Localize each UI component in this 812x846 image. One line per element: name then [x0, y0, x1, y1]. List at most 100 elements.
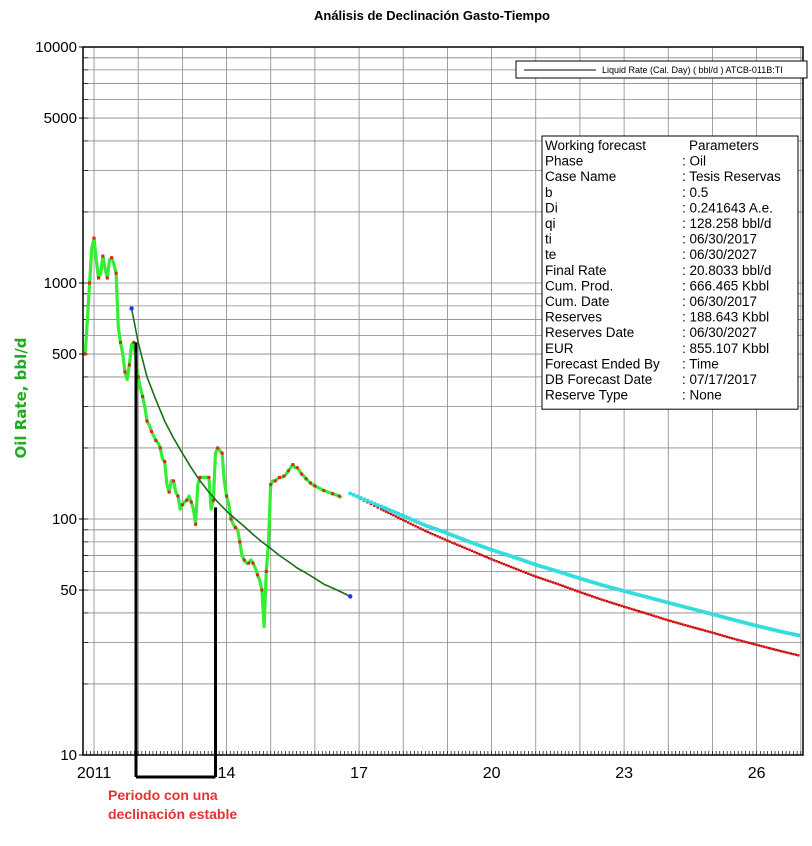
forecast-cyan-point — [570, 574, 575, 578]
liquid-rate-point — [211, 498, 215, 502]
liquid-rate-point — [255, 573, 259, 577]
forecast-red-point — [593, 595, 596, 599]
liquid-rate-point — [220, 451, 224, 455]
forecast-red-point — [642, 611, 645, 614]
liquid-rate-point — [123, 370, 127, 374]
forecast-cyan-point — [698, 609, 702, 613]
forecast-red-point — [436, 535, 439, 538]
liquid-rate-point — [154, 439, 158, 443]
forecast-cyan-point — [668, 601, 673, 606]
forecast-red-point — [581, 591, 584, 595]
forecast-red-point — [379, 508, 383, 511]
parameter-value: : Time — [682, 356, 719, 371]
liquid-rate-point — [172, 479, 176, 483]
forecast-cyan-point — [762, 625, 766, 630]
forecast-cyan-point — [497, 550, 501, 555]
forecast-cyan-point — [369, 500, 373, 504]
forecast-red-point — [431, 532, 434, 536]
forecast-cyan-point — [494, 549, 499, 554]
forecast-red-point — [453, 542, 456, 545]
forecast-cyan-point — [492, 548, 496, 553]
liquid-rate-point — [96, 276, 100, 280]
forecast-red-point — [409, 522, 412, 525]
forecast-cyan-point — [511, 555, 516, 559]
forecast-red-point — [539, 577, 542, 580]
liquid-rate-point — [163, 460, 167, 464]
liquid-rate-point — [167, 490, 171, 494]
forecast-cyan-point — [551, 568, 555, 572]
forecast-red-point — [654, 615, 658, 618]
forecast-cyan-point — [784, 630, 788, 635]
parameter-name: qi — [545, 216, 556, 231]
forecast-cyan-point — [565, 572, 570, 577]
forecast-cyan-point — [730, 617, 734, 622]
forecast-red-point — [529, 573, 533, 576]
parameter-value: : None — [682, 388, 722, 403]
forecast-cyan-point — [430, 526, 435, 530]
forecast-red-point — [605, 600, 609, 603]
forecast-cyan-point — [764, 626, 769, 630]
y-tick-label: 100 — [52, 511, 77, 528]
forecast-cyan-point — [433, 527, 437, 531]
forecast-red-point — [399, 517, 402, 521]
y-tick-label: 500 — [52, 346, 77, 363]
parameter-name: Reserves Date — [545, 325, 634, 340]
forecast-cyan-point — [375, 503, 380, 507]
forecast-cyan-point — [644, 595, 648, 599]
forecast-cyan-point — [597, 582, 602, 587]
forecast-red-point — [465, 547, 469, 551]
forecast-cyan-point — [759, 625, 764, 629]
liquid-rate-point — [149, 429, 153, 433]
forecast-cyan-point — [418, 521, 423, 526]
forecast-red-point — [730, 637, 734, 640]
parameter-value: : 06/30/2017 — [682, 294, 757, 309]
forecast-cyan-point — [747, 622, 752, 626]
forecast-red-point — [667, 619, 670, 622]
forecast-red-point — [794, 653, 798, 656]
forecast-cyan-point — [627, 590, 631, 595]
forecast-cyan-point — [659, 598, 663, 603]
forecast-cyan-point — [774, 628, 779, 633]
liquid-rate-point — [158, 446, 162, 450]
forecast-red-point — [492, 559, 496, 562]
stable-period-label: declinación estable — [108, 806, 237, 822]
forecast-cyan-point — [425, 524, 430, 529]
forecast-cyan-point — [536, 563, 541, 568]
forecast-red-point — [537, 576, 540, 579]
forecast-cyan-point — [401, 514, 406, 518]
forecast-cyan-point — [475, 542, 479, 547]
forecast-cyan-point — [646, 595, 651, 600]
liquid-rate-point — [251, 561, 255, 565]
liquid-rate-point — [119, 340, 123, 344]
parameter-value: : Oil — [682, 154, 706, 169]
forecast-cyan-point — [634, 592, 639, 597]
forecast-red-point — [421, 528, 425, 531]
forecast-red-point — [586, 593, 589, 596]
forecast-cyan-point — [612, 586, 617, 591]
forecast-red-point — [566, 586, 569, 589]
forecast-cyan-point — [678, 604, 683, 608]
forecast-cyan-point — [732, 618, 737, 622]
forecast-red-point — [743, 640, 746, 643]
forecast-cyan-point — [683, 605, 688, 609]
forecast-cyan-point — [649, 596, 653, 600]
forecast-red-point — [696, 627, 699, 630]
forecast-cyan-point — [771, 628, 776, 632]
forecast-cyan-point — [580, 577, 585, 581]
forecast-red-point — [681, 623, 685, 626]
forecast-cyan-point — [477, 543, 482, 548]
forecast-red-point — [760, 644, 763, 648]
stable-period-label: Periodo con una — [108, 787, 218, 803]
forecast-red-point — [627, 606, 631, 610]
forecast-cyan-point — [585, 578, 590, 583]
forecast-cyan-point — [718, 614, 722, 618]
forecast-red-point — [514, 567, 518, 571]
forecast-red-point — [583, 592, 587, 596]
forecast-cyan-point — [720, 615, 725, 619]
forecast-cyan-point — [578, 576, 582, 581]
forecast-red-point — [676, 621, 680, 625]
parameter-name: Final Rate — [545, 263, 607, 278]
forecast-red-point — [752, 642, 756, 646]
forecast-cyan-point — [776, 629, 781, 633]
forecast-red-point — [750, 642, 753, 645]
